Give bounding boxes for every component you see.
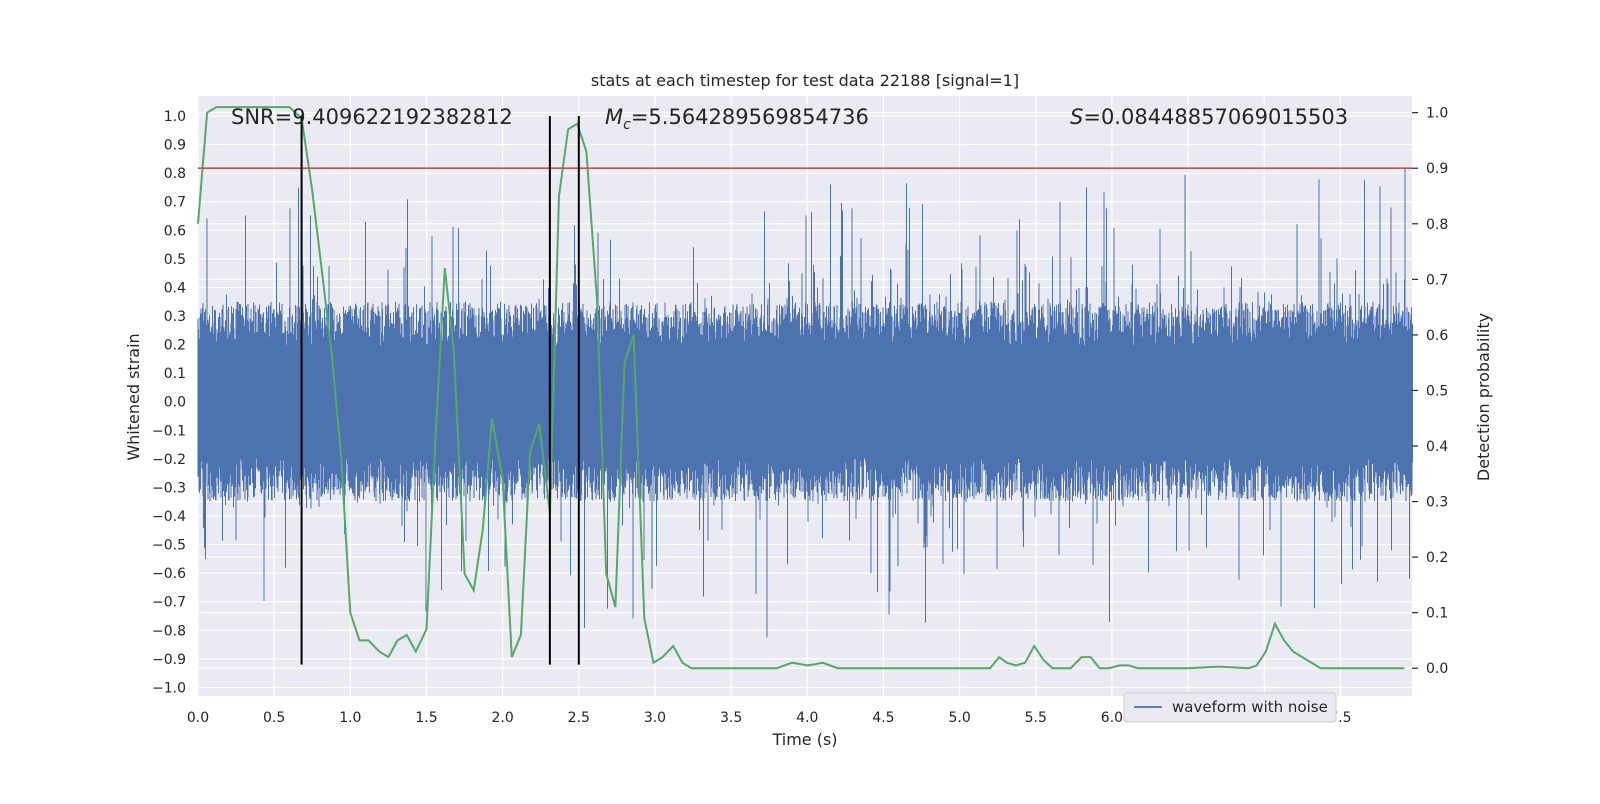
x-axis-label: Time (s) [771, 730, 837, 749]
detection-probability-line [197, 106, 1405, 670]
y-tick-label: 0.8 [164, 166, 186, 182]
y-right-tick-label: 0.0 [1426, 661, 1448, 677]
y-right-tick-label: 0.9 [1426, 161, 1448, 177]
y-tick-label: −0.9 [152, 652, 186, 668]
y-tick-label: 0.3 [164, 309, 186, 325]
y-tick-label: −0.6 [152, 566, 186, 582]
chirp-mass-value: =5.564289569854736 [631, 105, 869, 129]
x-tick-label: 1.0 [339, 710, 361, 726]
chart-title: stats at each timestep for test data 221… [591, 71, 1019, 90]
y-right-tick-label: 0.1 [1426, 606, 1448, 622]
x-tick-label: 5.5 [1025, 710, 1047, 726]
chirp-mass-subscript: c [623, 117, 631, 133]
probability-series [197, 106, 1405, 670]
threshold-and-markers [198, 116, 1412, 665]
y-right-tick-label: 0.4 [1426, 439, 1448, 455]
legend-label: waveform with noise [1172, 698, 1328, 716]
x-tick-label: 6.0 [1101, 710, 1123, 726]
y-tick-label: 0.0 [164, 395, 186, 411]
axis-ticks: 0.00.51.01.52.02.53.03.54.04.55.05.56.06… [152, 106, 1448, 726]
y-tick-label: −0.1 [152, 423, 186, 439]
x-tick-label: 2.5 [568, 710, 590, 726]
chirp-mass-symbol: M [605, 105, 623, 129]
y-tick-label: −0.8 [152, 623, 186, 639]
chirp-mass-annotation: Mc=5.564289569854736 [605, 105, 869, 133]
y-tick-label: 0.6 [164, 223, 186, 239]
x-tick-label: 3.0 [644, 710, 666, 726]
y-axis-label-left: Whitened strain [124, 333, 143, 460]
x-tick-label: 4.0 [796, 710, 818, 726]
x-tick-label: 5.0 [948, 710, 970, 726]
x-tick-label: 4.5 [872, 710, 894, 726]
y-right-tick-label: 1.0 [1426, 106, 1448, 122]
x-tick-label: 1.5 [415, 710, 437, 726]
legend: waveform with noise [1123, 692, 1337, 723]
y-tick-label: 1.0 [164, 109, 186, 125]
snr-annotation: SNR=9.409622192382812 [231, 105, 513, 129]
y-right-tick-label: 0.6 [1426, 328, 1448, 344]
waveform-series [197, 168, 1413, 638]
s-value: =0.08448857069015503 [1083, 105, 1348, 129]
legend-box [1123, 692, 1337, 723]
y-tick-label: 0.5 [164, 252, 186, 268]
y-right-tick-label: 0.5 [1426, 383, 1448, 399]
y-tick-label: 0.7 [164, 195, 186, 211]
x-tick-label: 3.5 [720, 710, 742, 726]
y-right-tick-label: 0.2 [1426, 550, 1448, 566]
y-tick-label: −0.4 [152, 509, 186, 525]
x-tick-label: 0.5 [263, 710, 285, 726]
y-tick-label: 0.2 [164, 338, 186, 354]
y-tick-label: −0.7 [152, 595, 186, 611]
y-tick-label: 0.1 [164, 366, 186, 382]
x-tick-label: 2.0 [492, 710, 514, 726]
y-right-tick-label: 0.7 [1426, 272, 1448, 288]
s-annotation: S=0.08448857069015503 [1070, 105, 1348, 129]
y-right-tick-label: 0.8 [1426, 217, 1448, 233]
y-right-tick-label: 0.3 [1426, 495, 1448, 511]
s-symbol: S [1070, 105, 1083, 129]
x-tick-label: 0.0 [187, 710, 209, 726]
y-tick-label: 0.4 [164, 280, 186, 296]
y-tick-label: −0.5 [152, 538, 186, 554]
y-tick-label: −0.3 [152, 480, 186, 496]
y-tick-label: −1.0 [152, 680, 186, 696]
y-tick-label: −0.2 [152, 452, 186, 468]
y-tick-label: 0.9 [164, 138, 186, 154]
y-axis-label-right: Detection probability [1474, 313, 1493, 481]
waveform-strokes [197, 168, 1413, 638]
